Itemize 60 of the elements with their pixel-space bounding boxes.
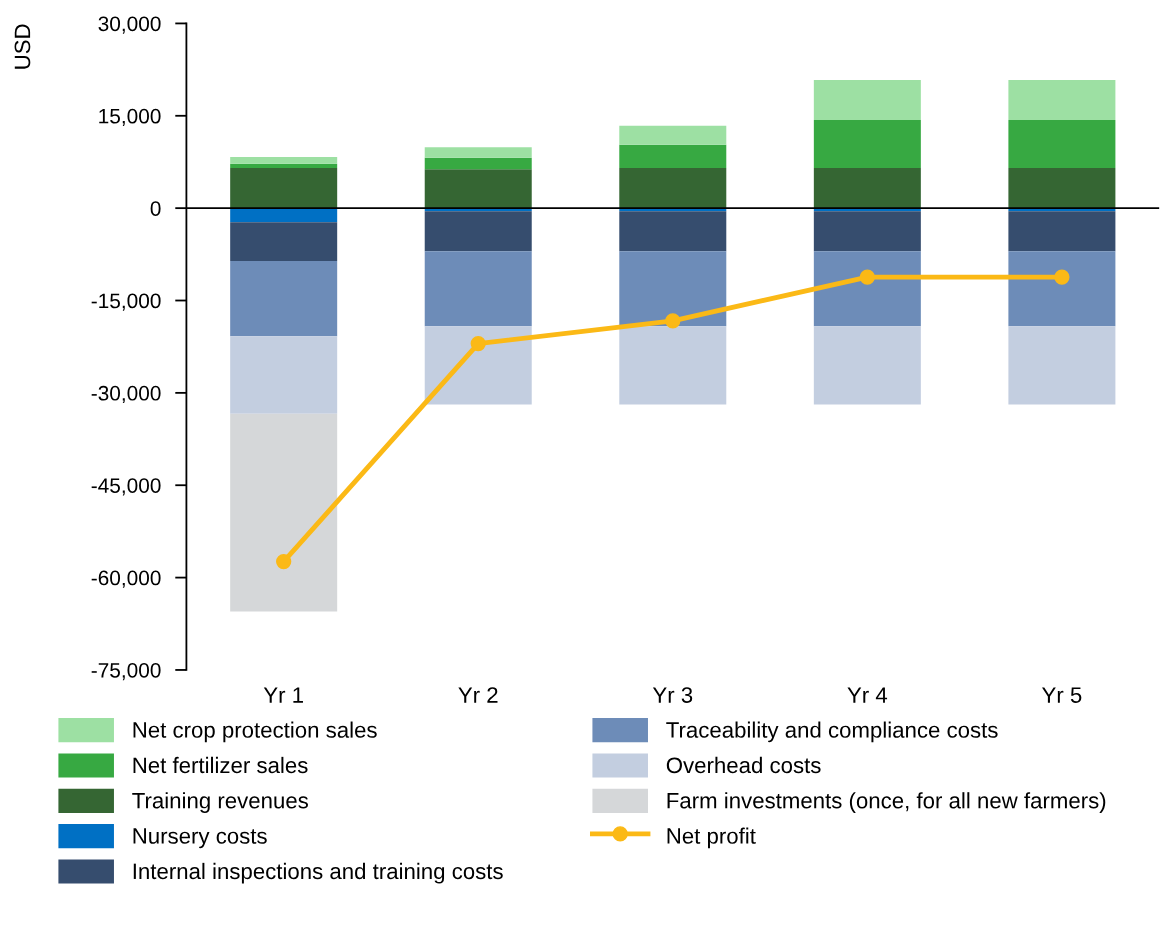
y-tick-label: -75,000 xyxy=(91,662,161,681)
legend-label: Nursery costs xyxy=(133,828,267,849)
bar xyxy=(230,261,338,337)
y-tick-label: 15,000 xyxy=(99,108,161,126)
x-tick-label: Yr 4 xyxy=(847,687,888,703)
bar xyxy=(230,168,338,209)
bar xyxy=(424,157,532,170)
y-tick-label: -30,000 xyxy=(91,385,161,404)
bar xyxy=(230,336,338,414)
bar xyxy=(813,80,921,121)
bar xyxy=(230,163,338,169)
legend-label: Traceability and compliance costs xyxy=(666,721,998,743)
point xyxy=(1054,269,1070,285)
legend-label: Farm investments (once, for all new farmers) xyxy=(667,792,1106,813)
bar xyxy=(619,251,727,327)
bar xyxy=(424,251,532,327)
legend-label: Net profit xyxy=(667,827,756,849)
bar xyxy=(424,169,532,209)
y-tick-label: -15,000 xyxy=(91,293,161,311)
bar xyxy=(424,326,532,405)
bar xyxy=(813,251,921,327)
bar xyxy=(619,326,727,405)
bar xyxy=(1008,168,1116,209)
bar xyxy=(813,120,921,169)
bar xyxy=(424,211,532,252)
bar xyxy=(813,326,921,405)
y-axis-title: USD xyxy=(14,24,31,69)
bar xyxy=(1008,251,1116,327)
bar xyxy=(813,211,921,252)
point xyxy=(276,553,292,570)
point xyxy=(470,335,486,352)
bar xyxy=(230,208,338,223)
bar xyxy=(230,413,338,612)
legend-label: Net fertilizer sales xyxy=(133,756,308,774)
bar xyxy=(230,157,338,164)
bar xyxy=(1008,80,1116,121)
bar xyxy=(619,168,727,209)
y-tick-label: 30,000 xyxy=(98,16,161,34)
legend-label: Net crop protection sales xyxy=(133,721,377,743)
legend-label: Internal inspections and training costs xyxy=(133,862,503,884)
legend-label: Training revenues xyxy=(132,792,308,813)
bar xyxy=(1008,211,1116,252)
y-tick-label: -45,000 xyxy=(91,478,161,496)
legend-label: Overhead costs xyxy=(666,756,821,774)
bar xyxy=(619,125,727,145)
bar xyxy=(813,168,921,209)
point xyxy=(665,313,681,329)
bar xyxy=(619,144,727,169)
y-tick-label: -60,000 xyxy=(91,570,161,588)
x-tick-label: Yr 5 xyxy=(1042,687,1082,703)
bar xyxy=(1008,326,1116,405)
bar xyxy=(619,211,727,252)
y-tick-label: 0 xyxy=(150,201,161,216)
bar xyxy=(230,222,338,262)
x-tick-label: Yr 2 xyxy=(458,687,498,703)
point xyxy=(859,269,875,285)
bar xyxy=(1008,120,1116,169)
bar xyxy=(424,147,532,158)
x-tick-label: Yr 1 xyxy=(263,687,303,703)
x-tick-label: Yr 3 xyxy=(652,687,693,703)
